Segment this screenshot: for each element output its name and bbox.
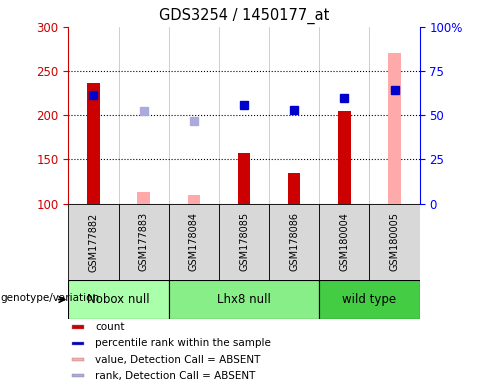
Bar xyxy=(72,374,84,377)
Bar xyxy=(369,204,420,280)
Bar xyxy=(72,358,84,361)
Bar xyxy=(187,195,200,204)
Bar xyxy=(169,280,319,319)
Text: GSM177882: GSM177882 xyxy=(88,212,99,271)
Text: GSM178085: GSM178085 xyxy=(239,212,249,271)
Bar xyxy=(87,83,100,204)
Text: GSM178084: GSM178084 xyxy=(189,212,199,271)
Bar xyxy=(319,280,420,319)
Text: wild type: wild type xyxy=(343,293,397,306)
Bar xyxy=(68,280,169,319)
Text: percentile rank within the sample: percentile rank within the sample xyxy=(95,338,271,348)
Bar xyxy=(338,111,351,204)
Bar xyxy=(269,204,319,280)
Text: GSM180005: GSM180005 xyxy=(389,212,400,271)
Text: rank, Detection Call = ABSENT: rank, Detection Call = ABSENT xyxy=(95,371,256,381)
Bar xyxy=(219,204,269,280)
Text: value, Detection Call = ABSENT: value, Detection Call = ABSENT xyxy=(95,354,261,364)
Text: Lhx8 null: Lhx8 null xyxy=(217,293,271,306)
Bar xyxy=(238,153,250,204)
Text: Nobox null: Nobox null xyxy=(87,293,150,306)
Text: genotype/variation: genotype/variation xyxy=(0,293,99,303)
Text: GSM178086: GSM178086 xyxy=(289,212,299,271)
Title: GDS3254 / 1450177_at: GDS3254 / 1450177_at xyxy=(159,8,329,24)
Text: GSM180004: GSM180004 xyxy=(339,212,349,271)
Bar xyxy=(319,204,369,280)
Bar xyxy=(119,204,169,280)
Text: GSM177883: GSM177883 xyxy=(139,212,149,271)
Bar xyxy=(169,204,219,280)
Bar xyxy=(288,174,301,204)
Bar xyxy=(137,192,150,204)
Text: count: count xyxy=(95,322,125,332)
Bar xyxy=(68,204,119,280)
Bar xyxy=(72,342,84,345)
Bar xyxy=(72,325,84,329)
Bar xyxy=(388,53,401,204)
